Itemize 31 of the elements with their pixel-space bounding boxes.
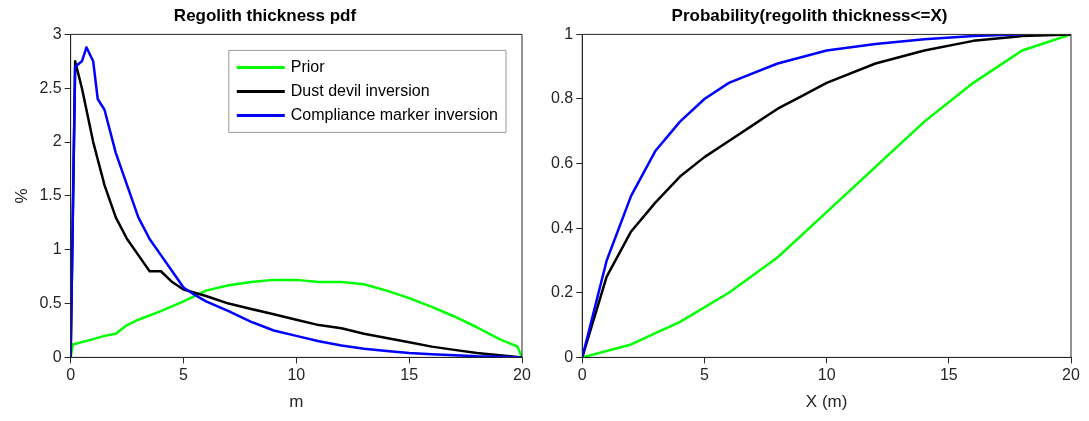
y-axis-title: %	[11, 188, 31, 204]
x-tick-label: 0	[577, 366, 587, 384]
y-tick-label: 0.8	[550, 89, 574, 107]
y-tick-label: 0.5	[39, 293, 62, 311]
y-tick-label: 2.5	[39, 78, 62, 96]
legend-label: Prior	[290, 57, 326, 75]
y-tick-label: 1	[52, 240, 62, 258]
x-tick-label: 10	[287, 366, 306, 384]
legend-label: Compliance marker inversion	[290, 105, 498, 123]
y-tick-label: 0	[564, 347, 574, 365]
legend-label: Dust devil inversion	[290, 81, 430, 99]
chart-title: Probability(regolith thickness<=X)	[671, 5, 948, 25]
y-tick-label: 3	[52, 24, 62, 42]
y-tick-label: 1	[564, 24, 574, 42]
x-tick-label: 15	[939, 366, 958, 384]
x-tick-label: 15	[400, 366, 419, 384]
x-axis-title: X (m)	[805, 392, 848, 412]
y-tick-label: 0.4	[550, 218, 574, 236]
x-tick-label: 20	[513, 366, 531, 384]
x-axis-title: m	[289, 392, 304, 412]
x-tick-label: 10	[817, 366, 836, 384]
y-tick-label: 1.5	[39, 186, 62, 204]
chart-title: Regolith thickness pdf	[173, 5, 357, 25]
x-tick-label: 0	[66, 366, 76, 384]
y-tick-label: 0	[52, 347, 62, 365]
x-tick-label: 5	[699, 366, 709, 384]
y-tick-label: 0.6	[550, 154, 574, 172]
y-tick-label: 2	[52, 132, 62, 150]
x-tick-label: 5	[179, 366, 189, 384]
y-tick-label: 0.2	[550, 283, 574, 301]
x-tick-label: 20	[1062, 366, 1080, 384]
